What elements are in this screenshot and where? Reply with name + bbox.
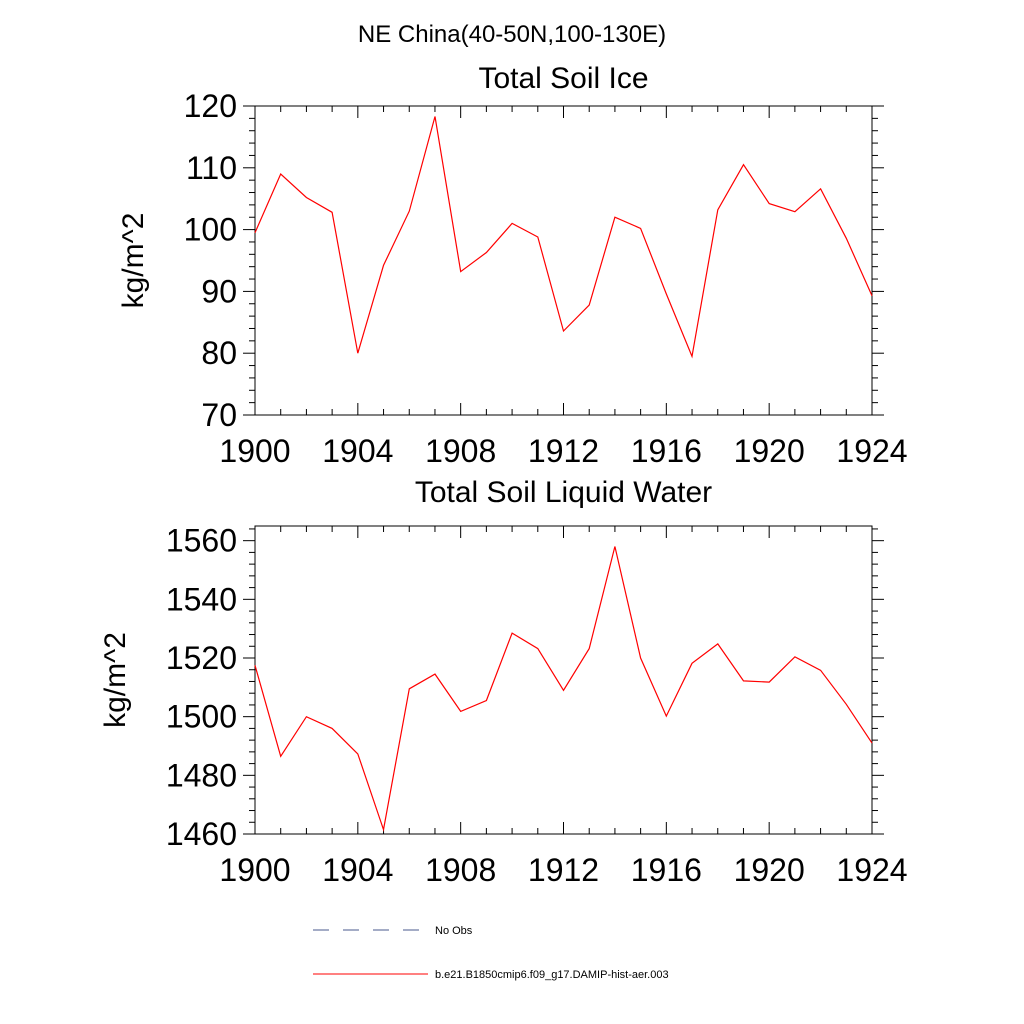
y-tick-label: 1540 — [166, 581, 237, 617]
x-tick-label: 1912 — [528, 852, 599, 888]
chart-title: Total Soil Liquid Water — [415, 476, 712, 509]
legend: No Obs b.e21.B1850cmip6.f09_g17.DAMIP-his… — [313, 925, 669, 981]
legend-label: No Obs — [435, 925, 473, 937]
plot-frame — [254, 105, 873, 416]
y-tick-label: 100 — [184, 212, 237, 248]
x-tick-label: 1908 — [425, 852, 496, 888]
y-tick-label: 120 — [184, 88, 237, 124]
chart-title: Total Soil Ice — [478, 62, 648, 95]
series-line-1 — [254, 546, 873, 832]
y-tick-label: 1500 — [166, 699, 237, 735]
y-tick-label: 1480 — [166, 757, 237, 793]
legend-label: b.e21.B1850cmip6.f09_g17.DAMIP-hist-aer.… — [435, 969, 669, 981]
chart-panel-2: 1900 1904 1908 1912 1916 1920 1924 1460 1480 1500… — [99, 476, 908, 888]
series-line-1 — [254, 116, 873, 359]
x-tick-label: 1904 — [322, 433, 393, 469]
x-tick-label: 1924 — [836, 852, 907, 888]
y-tick-label: 90 — [201, 273, 237, 309]
x-tick-label: 1900 — [219, 433, 290, 469]
x-tick-label: 1920 — [734, 852, 805, 888]
x-tick-label: 1924 — [836, 433, 907, 469]
y-axis-label: kg/m^2 — [99, 632, 132, 728]
figure-title: NE China(40-50N,100-130E) — [358, 21, 666, 48]
x-tick-label: 1900 — [219, 852, 290, 888]
x-tick-label: 1916 — [631, 433, 702, 469]
x-tick-label: 1912 — [528, 433, 599, 469]
x-tick-label: 1920 — [734, 433, 805, 469]
y-tick-label: 80 — [201, 335, 237, 371]
x-tick-label: 1904 — [322, 852, 393, 888]
y-tick-label: 1560 — [166, 523, 237, 559]
plot-frame — [254, 525, 873, 835]
chart-panel-1: 1900 1904 1908 1912 1916 1920 1924 70 80 90 100 110… — [117, 62, 908, 469]
x-tick-label: 1908 — [425, 433, 496, 469]
y-tick-label: 110 — [186, 150, 237, 186]
x-tick-label: 1916 — [631, 852, 702, 888]
y-tick-label: 1520 — [166, 640, 237, 676]
y-axis-label: kg/m^2 — [117, 213, 150, 309]
y-tick-label: 70 — [201, 397, 237, 433]
y-tick-label: 1460 — [166, 816, 237, 852]
